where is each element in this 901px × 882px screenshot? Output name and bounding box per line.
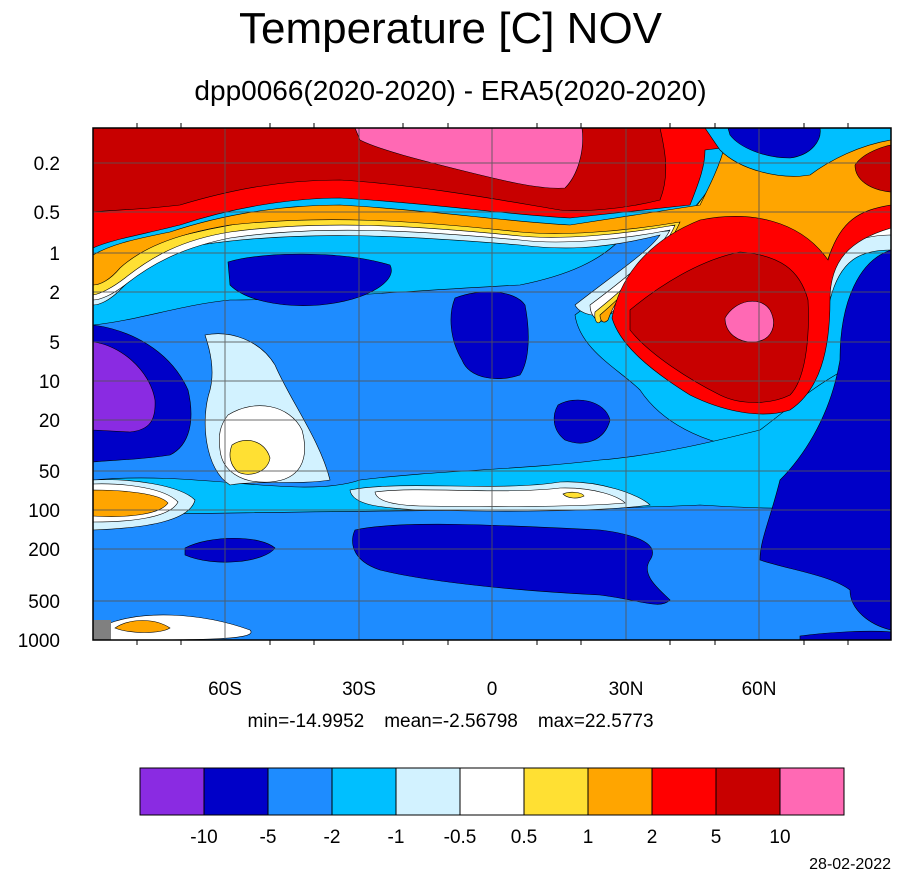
contour-fill — [93, 128, 891, 640]
colorbar-label: 5 — [711, 827, 722, 848]
x-tick-labels: 60S 30S 0 30N 60N — [208, 679, 776, 700]
x-minor-ticks — [136, 123, 849, 645]
y-tick-label: 0.2 — [34, 154, 60, 175]
colorbar-box — [587, 767, 653, 816]
colorbar-box — [203, 767, 269, 816]
y-tick-labels: 0.2 0.5 1 2 5 10 20 50 100 200 500 1000 — [18, 154, 60, 652]
contour-band-darkblue-sfc — [799, 630, 891, 640]
colorbar: -10 -5 -2 -1 -0.5 0.5 1 2 5 10 — [139, 767, 845, 848]
y-tick-label: 200 — [28, 540, 60, 561]
colorbar-box — [267, 767, 333, 816]
date-stamp: 28-02-2022 — [809, 856, 891, 873]
colorbar-box — [139, 767, 205, 816]
contour-band-darkblue-sh — [184, 537, 276, 563]
y-tick-label: 1000 — [18, 631, 60, 652]
colorbar-label: -1 — [388, 827, 405, 848]
colorbar-label: 2 — [647, 827, 658, 848]
chart-title: Temperature [C] NOV — [238, 4, 663, 53]
colorbar-label: -5 — [260, 827, 277, 848]
stats-line: min=-14.9952 mean=-2.56798 max=22.5773 — [0, 710, 901, 734]
colorbar-box — [395, 767, 461, 816]
y-tick-label: 50 — [39, 462, 60, 483]
colorbar-label: 1 — [583, 827, 594, 848]
colorbar-box — [331, 767, 397, 816]
y-tick-label: 2 — [49, 283, 60, 304]
y-tick-label: 0.5 — [34, 203, 60, 224]
chart-subtitle: dpp0066(2020-2020) - ERA5(2020-2020) — [194, 75, 707, 106]
contour-band-orange-sfc — [114, 620, 171, 633]
y-tick-label: 5 — [49, 333, 60, 354]
colorbar-label: -2 — [324, 827, 341, 848]
grid — [93, 128, 891, 640]
y-tick-label: 100 — [28, 501, 60, 522]
x-tick-label: 30N — [609, 679, 644, 700]
colorbar-label: 10 — [769, 827, 790, 848]
y-tick-label: 10 — [39, 372, 60, 393]
contour-band-darkblue-trop — [352, 523, 671, 605]
y-tick-label: 500 — [28, 592, 60, 613]
plot-frame — [92, 127, 892, 641]
contour-band-missing — [93, 620, 111, 640]
colorbar-label: -0.5 — [444, 827, 477, 848]
stat-max: max=22.5773 — [537, 711, 654, 732]
x-tick-label: 0 — [487, 679, 498, 700]
colorbar-label: -10 — [190, 827, 217, 848]
colorbar-box — [651, 767, 717, 816]
contour-band-darkred-nhtop — [854, 144, 891, 193]
contour-band-darkblue-20n — [553, 399, 611, 444]
contour-band-darkblue-nhtop — [727, 128, 821, 159]
contour-band-pink-strat — [354, 128, 583, 189]
colorbar-box — [715, 767, 781, 816]
x-tick-label: 60S — [208, 679, 242, 700]
stat-mean: mean=-2.56798 — [384, 711, 518, 732]
x-tick-label: 30S — [342, 679, 376, 700]
colorbar-box — [779, 767, 845, 816]
colorbar-box — [523, 767, 589, 816]
contour-band-white-100 — [374, 487, 626, 507]
x-tick-label: 60N — [742, 679, 777, 700]
contour-band-purple-sp — [93, 341, 156, 433]
contour-band-darkblue-right — [759, 249, 891, 631]
y-tick-label: 20 — [39, 411, 60, 432]
contour-band-pink-nh — [724, 300, 774, 343]
colorbar-label: 0.5 — [511, 827, 537, 848]
stat-min: min=-14.9952 — [247, 711, 365, 732]
contour-band-darkblue-upper — [227, 253, 392, 306]
y-tick-label: 1 — [49, 244, 60, 265]
contour-band-darkred-nh — [629, 251, 809, 403]
contour-band-darkblue-eq — [450, 291, 529, 379]
contour-band-yellow-col — [229, 440, 271, 475]
contour-band-yellow-100 — [562, 491, 585, 499]
colorbar-box — [459, 767, 525, 816]
